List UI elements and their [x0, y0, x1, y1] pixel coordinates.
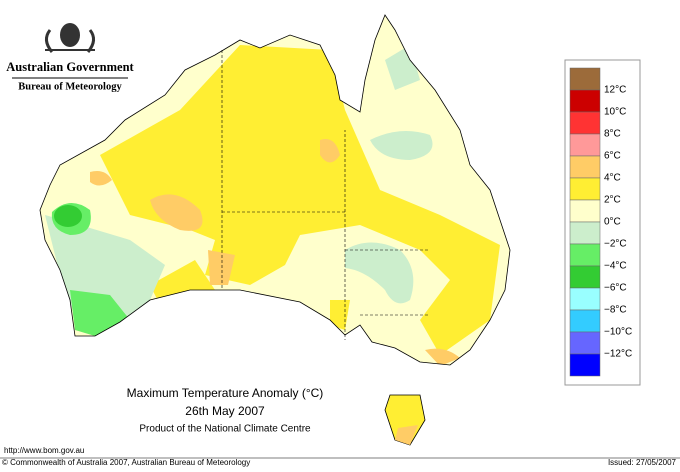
legend-label: −10°C	[604, 327, 632, 338]
legend-label: 4°C	[604, 173, 621, 184]
legend-swatch	[569, 309, 601, 333]
legend-label: −6°C	[604, 283, 627, 294]
legend-swatch	[569, 155, 601, 179]
legend-label: −2°C	[604, 239, 627, 250]
legend-label: 0°C	[604, 217, 621, 228]
legend-swatch	[569, 331, 601, 355]
coat-of-arms	[45, 23, 95, 53]
legend-swatch	[569, 287, 601, 311]
footer-url: http://www.bom.gov.au	[4, 446, 84, 455]
legend-label: 8°C	[604, 129, 621, 140]
footer-issued: Issued: 27/05/2007	[608, 458, 677, 467]
footer-copyright: © Commonwealth of Australia 2007, Austra…	[2, 458, 250, 467]
legend: 12°C 10°C 8°C 6°C 4°C 2°C 0°C −2°C −4°C −6°C −8°C −…	[569, 67, 632, 377]
legend-label: 12°C	[604, 85, 626, 96]
legend-swatch	[569, 265, 601, 289]
map-date: 26th May 2007	[185, 404, 265, 418]
map-title: Maximum Temperature Anomaly (°C)	[127, 386, 324, 400]
legend-swatch	[569, 67, 601, 91]
legend-swatch	[569, 89, 601, 113]
australia-map	[39, 14, 511, 446]
legend-label: 2°C	[604, 195, 621, 206]
map-product: Product of the National Climate Centre	[139, 424, 311, 435]
legend-swatch	[569, 353, 601, 377]
legend-swatch	[569, 111, 601, 135]
legend-label: −12°C	[604, 349, 632, 360]
legend-swatch	[569, 221, 601, 245]
legend-swatch	[569, 133, 601, 157]
legend-label: 6°C	[604, 151, 621, 162]
legend-swatch	[569, 177, 601, 201]
legend-swatch	[569, 243, 601, 267]
legend-label: 10°C	[604, 107, 626, 118]
legend-label: −8°C	[604, 305, 627, 316]
bureau-name: Bureau of Meteorology	[18, 81, 122, 92]
legend-label: −4°C	[604, 261, 627, 272]
agency-name: Australian Government	[6, 60, 134, 74]
legend-swatch	[569, 199, 601, 223]
